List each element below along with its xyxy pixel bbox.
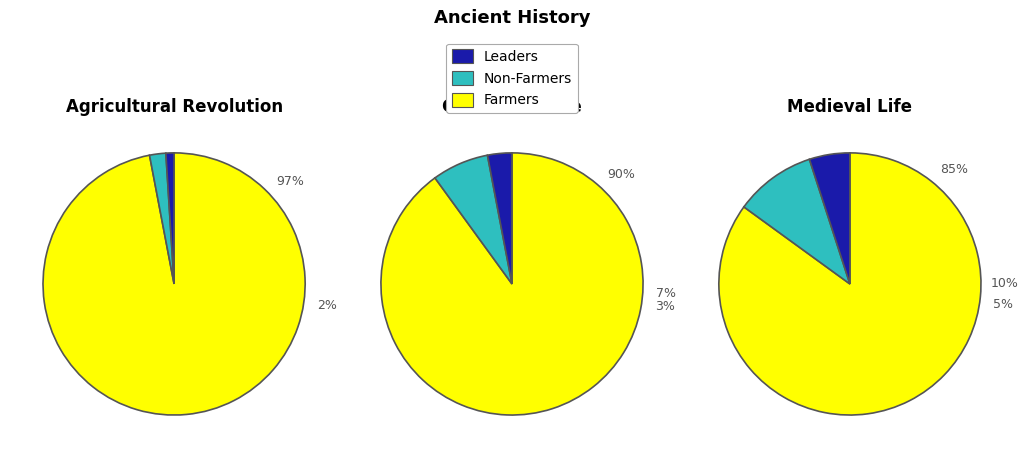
- Wedge shape: [743, 159, 850, 284]
- Text: 90%: 90%: [607, 168, 635, 181]
- Text: Ancient History: Ancient History: [434, 9, 590, 27]
- Wedge shape: [43, 153, 305, 415]
- Text: 97%: 97%: [276, 175, 304, 188]
- Title: Classical Rome: Classical Rome: [442, 98, 582, 116]
- Wedge shape: [719, 153, 981, 415]
- Text: 5%: 5%: [993, 298, 1014, 311]
- Wedge shape: [166, 153, 174, 284]
- Text: 10%: 10%: [990, 278, 1019, 290]
- Legend: Leaders, Non-Farmers, Farmers: Leaders, Non-Farmers, Farmers: [446, 44, 578, 113]
- Text: 7%: 7%: [656, 287, 677, 300]
- Text: 85%: 85%: [940, 164, 969, 176]
- Wedge shape: [150, 153, 174, 284]
- Wedge shape: [809, 153, 850, 284]
- Wedge shape: [487, 153, 512, 284]
- Text: 3%: 3%: [655, 300, 675, 313]
- Wedge shape: [435, 155, 512, 284]
- Text: 2%: 2%: [317, 299, 337, 312]
- Title: Agricultural Revolution: Agricultural Revolution: [66, 98, 283, 116]
- Wedge shape: [381, 153, 643, 415]
- Title: Medieval Life: Medieval Life: [787, 98, 912, 116]
